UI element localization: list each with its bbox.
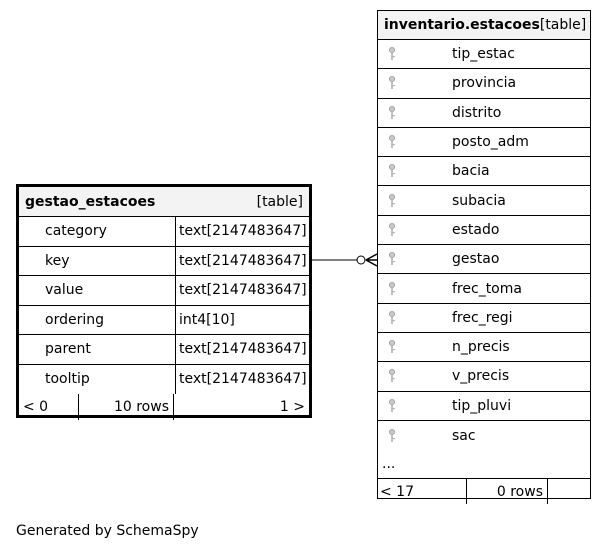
column-name: sac xyxy=(452,427,476,444)
column-name: n_precis xyxy=(452,339,510,356)
column-type: text[2147483647] xyxy=(179,371,307,388)
column-name: estado xyxy=(452,221,500,238)
table-column-row[interactable]: ordering int4[10] xyxy=(19,305,309,335)
column-name: frec_toma xyxy=(452,280,522,297)
table-column-row[interactable]: key text[2147483647] xyxy=(19,246,309,276)
column-name: tooltip xyxy=(19,364,176,394)
key-icon xyxy=(388,134,398,150)
column-name: parent xyxy=(19,335,176,364)
table-column-row[interactable]: bacia xyxy=(378,157,590,187)
table-column-row[interactable]: n_precis xyxy=(378,333,590,363)
column-type: int4[10] xyxy=(179,311,235,328)
column-name: key xyxy=(19,246,176,275)
key-icon xyxy=(388,105,398,121)
column-name: category xyxy=(19,217,176,246)
key-icon xyxy=(388,46,398,62)
key-icon xyxy=(388,163,398,179)
column-name: frec_regi xyxy=(452,309,513,326)
footer-children-count xyxy=(548,479,590,504)
table-column-row[interactable]: distrito xyxy=(378,99,590,128)
footer-parents-count: < 17 xyxy=(378,479,467,505)
table-footer: < 17 0 rows xyxy=(378,479,590,505)
more-columns-row: ... xyxy=(378,450,590,480)
zero-cardinality-circle xyxy=(356,255,366,265)
gestao-estacoes-table[interactable]: gestao_estacoes [table] category text[214… xyxy=(16,184,312,420)
table-column-row[interactable]: v_precis xyxy=(378,362,590,392)
footer-parents-count: < 0 xyxy=(19,394,79,420)
key-icon xyxy=(388,281,398,297)
table-name: gestao_estacoes xyxy=(25,193,156,210)
table-column-row[interactable]: gestao xyxy=(378,245,590,275)
ellipsis-text: ... xyxy=(382,456,396,473)
table-column-row[interactable]: frec_regi xyxy=(378,304,590,333)
footer-row-count: 10 rows xyxy=(79,394,174,420)
key-icon xyxy=(388,428,398,444)
table-name: inventario.estacoes xyxy=(384,17,540,33)
key-icon xyxy=(388,398,398,414)
table-column-row[interactable]: provincia xyxy=(378,69,590,99)
column-name: tip_pluvi xyxy=(452,397,512,414)
generated-by-caption: Generated by SchemaSpy xyxy=(16,523,199,539)
key-icon xyxy=(388,222,398,238)
column-name: provincia xyxy=(452,75,517,92)
table-column-row[interactable]: tip_pluvi xyxy=(378,392,590,421)
table-type-label: [table] xyxy=(539,17,587,33)
key-icon xyxy=(388,310,398,326)
column-name: posto_adm xyxy=(452,134,529,151)
table-header: gestao_estacoes [table] xyxy=(19,187,309,217)
table-column-row[interactable]: tip_estac xyxy=(378,40,590,70)
table-column-row[interactable]: sac xyxy=(378,421,590,450)
column-name: gestao xyxy=(452,251,500,268)
column-name: bacia xyxy=(452,163,490,180)
column-name: subacia xyxy=(452,192,506,209)
column-name: tip_estac xyxy=(452,46,515,63)
table-column-row[interactable]: category text[2147483647] xyxy=(19,217,309,247)
key-icon xyxy=(388,368,398,384)
key-icon xyxy=(388,339,398,355)
column-name: ordering xyxy=(19,305,176,334)
column-name: v_precis xyxy=(452,368,510,385)
column-name: distrito xyxy=(452,104,502,121)
table-column-row[interactable]: tooltip text[2147483647] xyxy=(19,364,309,394)
table-header: inventario.estacoes [table] xyxy=(378,11,590,40)
table-column-row[interactable]: value text[2147483647] xyxy=(19,276,309,306)
table-type-label: [table] xyxy=(256,193,303,210)
column-type: text[2147483647] xyxy=(179,282,307,299)
table-footer: < 0 10 rows 1 > xyxy=(19,394,309,420)
key-icon xyxy=(388,251,398,267)
footer-row-count: 0 rows xyxy=(467,479,548,505)
table-column-row[interactable]: estado xyxy=(378,216,590,246)
table-column-row[interactable]: frec_toma xyxy=(378,274,590,304)
key-icon xyxy=(388,193,398,209)
key-icon xyxy=(388,75,398,91)
column-type: text[2147483647] xyxy=(179,252,307,269)
column-name: value xyxy=(19,276,176,305)
table-column-row[interactable]: parent text[2147483647] xyxy=(19,335,309,365)
column-type: text[2147483647] xyxy=(179,341,307,358)
column-type: text[2147483647] xyxy=(179,223,307,240)
table-column-row[interactable]: subacia xyxy=(378,186,590,216)
footer-children-count: 1 > xyxy=(279,399,305,415)
crowfoot-many-icon xyxy=(365,253,378,267)
table-column-row[interactable]: posto_adm xyxy=(378,128,590,158)
